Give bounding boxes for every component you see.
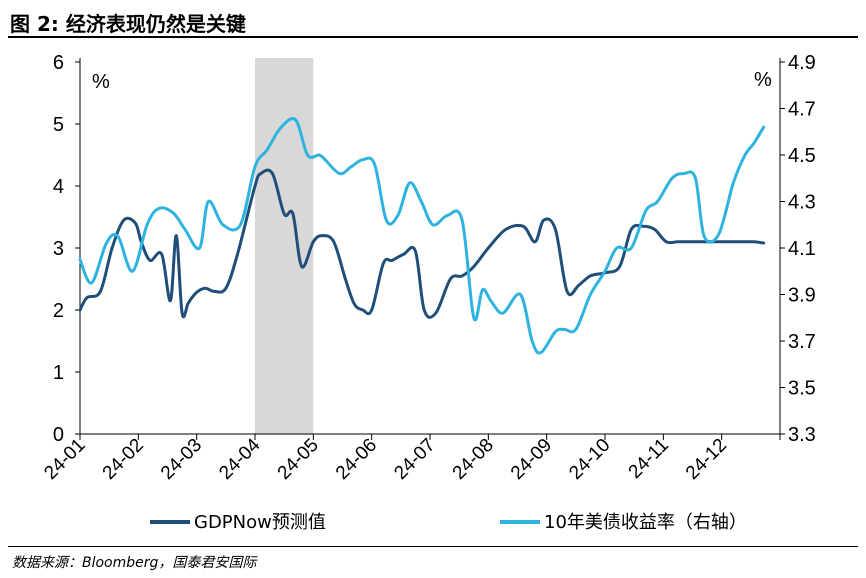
right-tick-label: 3.5 [788, 378, 816, 400]
right-tick-label: 4.7 [788, 99, 816, 121]
left-tick-label: 2 [53, 300, 64, 322]
source-note: 数据来源：Bloomberg，国泰君安国际 [12, 555, 257, 571]
right-tick-label: 3.3 [788, 424, 816, 446]
x-tick-label: 24-05 [274, 435, 323, 484]
gdpnow-series-line [78, 168, 766, 319]
legend-label-yield: 10年美债收益率（右轴） [544, 512, 747, 533]
title-rule [8, 36, 858, 38]
x-tick-label: 24-03 [157, 435, 206, 484]
x-tick-label: 24-06 [332, 435, 381, 484]
x-tick-label: 24-10 [565, 435, 614, 484]
x-tick-label: 24-09 [507, 435, 556, 484]
right-tick-label: 3.7 [788, 331, 816, 353]
left-tick-label: 6 [53, 52, 64, 74]
right-tick-label: 4.9 [788, 52, 816, 74]
right-tick-label: 4.3 [788, 192, 816, 214]
left-tick-label: 4 [53, 176, 64, 198]
right-tick-label: 3.9 [788, 285, 816, 307]
left-tick-label: 0 [53, 424, 64, 446]
x-tick-label: 24-11 [625, 435, 673, 483]
right-tick-label: 4.1 [788, 238, 816, 260]
yield-series-line [78, 117, 766, 355]
left-tick-label: 3 [53, 238, 64, 260]
left-tick-label: 1 [53, 362, 64, 384]
left-tick-label: 5 [53, 114, 64, 136]
shaded-period [255, 58, 314, 434]
x-tick-label: 24-07 [390, 435, 439, 484]
figure-title: 图 2: 经济表现仍然是关键 [10, 12, 246, 36]
legend-label-gdpnow: GDPNow预测值 [194, 512, 326, 533]
x-tick-label: 24-04 [215, 434, 265, 484]
x-tick-label: 24-01 [40, 435, 89, 484]
right-tick-label: 4.5 [788, 145, 816, 167]
figure-header: 图 2: 经济表现仍然是关键 [8, 4, 858, 36]
x-tick-label: 24-08 [449, 435, 498, 484]
footer-rule [8, 546, 858, 547]
x-tick-label: 24-12 [682, 435, 731, 484]
right-axis-unit: % [754, 69, 772, 91]
x-tick-label: 24-02 [99, 435, 148, 484]
plot-area: 0 1 2 3 4 5 6% 3.3 3.5 3.7 3.9 4.1 4.3 4.5 4.7 4.9% 24-0… [40, 52, 815, 533]
left-axis-unit: % [92, 71, 110, 93]
